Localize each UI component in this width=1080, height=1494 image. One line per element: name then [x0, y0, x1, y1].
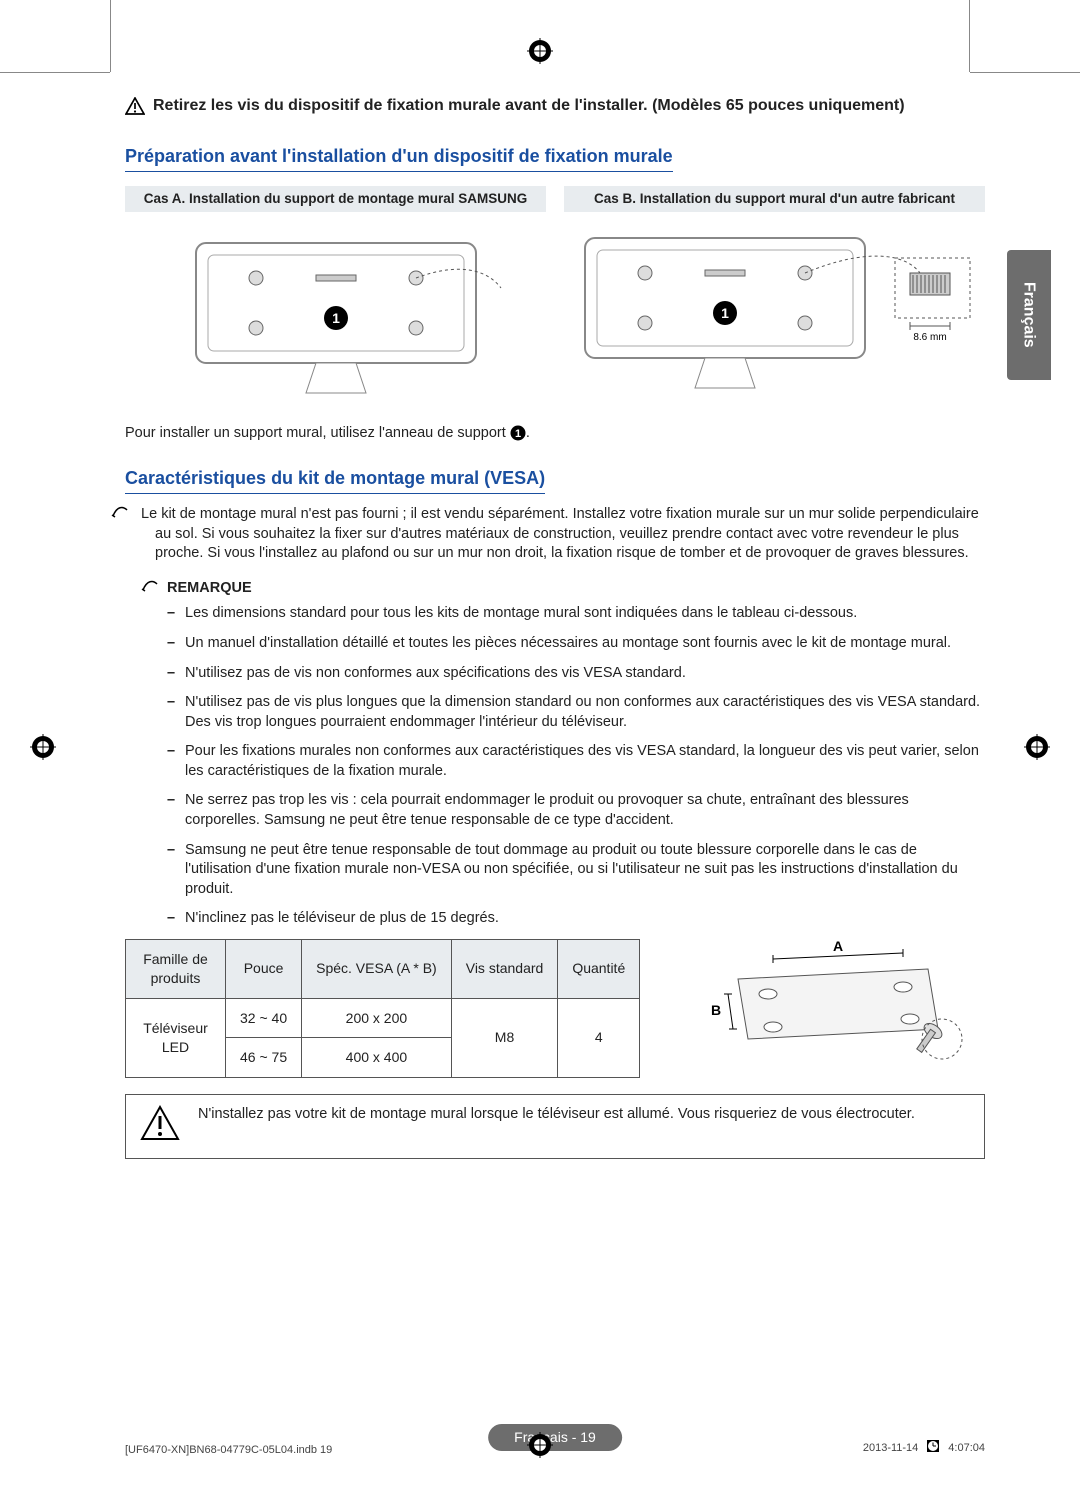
svg-text:1: 1	[332, 310, 340, 326]
table-header: Famille de produits	[126, 939, 226, 998]
case-b-title: Cas B. Installation du support mural d'u…	[564, 186, 985, 212]
table-header: Pouce	[226, 939, 302, 998]
footer-time: 4:07:04	[948, 1441, 985, 1456]
remarks-list: Les dimensions standard pour tous les ki…	[125, 604, 985, 928]
table-cell: 400 x 400	[302, 1038, 452, 1078]
registration-mark-icon	[527, 1432, 553, 1464]
crop-mark	[970, 72, 1080, 73]
list-item: Samsung ne peut être tenue responsable d…	[167, 841, 985, 900]
list-item: Pour les fixations murales non conformes…	[167, 742, 985, 781]
installation-cases: Cas A. Installation du support de montag…	[125, 186, 985, 408]
language-tab: Français	[1007, 250, 1051, 380]
top-warning-text: Retirez les vis du dispositif de fixatio…	[153, 95, 985, 117]
table-cell: 46 ~ 75	[226, 1038, 302, 1078]
support-ring-note-prefix: Pour installer un support mural, utilise…	[125, 425, 510, 441]
svg-text:1: 1	[515, 428, 521, 440]
registration-mark-icon	[1024, 734, 1050, 760]
case-a-diagram: 1	[125, 218, 546, 408]
clock-icon	[926, 1439, 940, 1458]
language-tab-label: Français	[1018, 282, 1040, 348]
case-a-title: Cas A. Installation du support de montag…	[125, 186, 546, 212]
case-b-dim-text: 8.6 mm	[913, 332, 946, 343]
note-icon	[141, 578, 159, 599]
footer-right: 2013-11-14 4:07:04	[863, 1439, 985, 1458]
section-vesa-heading: Caractéristiques du kit de montage mural…	[125, 466, 545, 494]
vesa-intro: Le kit de montage mural n'est pas fourni…	[125, 504, 985, 564]
list-item: N'inclinez pas le téléviseur de plus de …	[167, 909, 985, 929]
table-cell: 4	[558, 998, 640, 1078]
support-ring-note-suffix: .	[526, 425, 530, 441]
vesa-intro-text: Le kit de montage mural n'est pas fourni…	[141, 506, 979, 561]
footer-date: 2013-11-14	[863, 1441, 918, 1456]
list-item: Les dimensions standard pour tous les ki…	[167, 604, 985, 624]
circle-1-icon: 1	[510, 425, 526, 441]
table-header: Spéc. VESA (A * B)	[302, 939, 452, 998]
table-header: Quantité	[558, 939, 640, 998]
ab-diagram: A B	[660, 939, 985, 1069]
crop-mark	[0, 72, 110, 73]
footer-file: [UF6470-XN]BN68-04779C-05L04.indb 19	[125, 1443, 332, 1458]
table-cell: M8	[451, 998, 558, 1078]
top-warning: Retirez les vis du dispositif de fixatio…	[125, 95, 985, 122]
vesa-table-wrap: Famille de produits Pouce Spéc. VESA (A …	[125, 939, 985, 1079]
warning-triangle-icon	[140, 1105, 180, 1148]
case-b: Cas B. Installation du support mural d'u…	[564, 186, 985, 408]
list-item: Ne serrez pas trop les vis : cela pourra…	[167, 791, 985, 830]
remarque-label: REMARQUE	[125, 578, 985, 599]
remarque-label-text: REMARQUE	[167, 580, 252, 596]
warning-box-text: N'installez pas votre kit de montage mur…	[198, 1105, 915, 1125]
dim-b-label: B	[711, 1002, 721, 1018]
registration-mark-icon	[527, 38, 553, 64]
warning-triangle-icon	[125, 97, 145, 122]
table-header: Vis standard	[451, 939, 558, 998]
section-prep-heading: Préparation avant l'installation d'un di…	[125, 144, 673, 172]
table-cell: 200 x 200	[302, 998, 452, 1038]
table-cell: Téléviseur LED	[126, 998, 226, 1078]
case-a: Cas A. Installation du support de montag…	[125, 186, 546, 408]
list-item: N'utilisez pas de vis plus longues que l…	[167, 693, 985, 732]
case-b-diagram: 1 8.	[564, 218, 985, 408]
warning-box: N'installez pas votre kit de montage mur…	[125, 1094, 985, 1159]
list-item: Un manuel d'installation détaillé et tou…	[167, 634, 985, 654]
table-cell: 32 ~ 40	[226, 998, 302, 1038]
crop-mark	[969, 0, 970, 72]
support-ring-note: Pour installer un support mural, utilise…	[125, 424, 985, 444]
dim-a-label: A	[833, 939, 843, 954]
page-number: Français - 19	[488, 1424, 622, 1451]
list-item: N'utilisez pas de vis non conformes aux …	[167, 664, 985, 684]
crop-mark	[110, 0, 111, 72]
vesa-table: Famille de produits Pouce Spéc. VESA (A …	[125, 939, 640, 1079]
svg-text:1: 1	[721, 305, 729, 321]
registration-mark-icon	[30, 734, 56, 760]
